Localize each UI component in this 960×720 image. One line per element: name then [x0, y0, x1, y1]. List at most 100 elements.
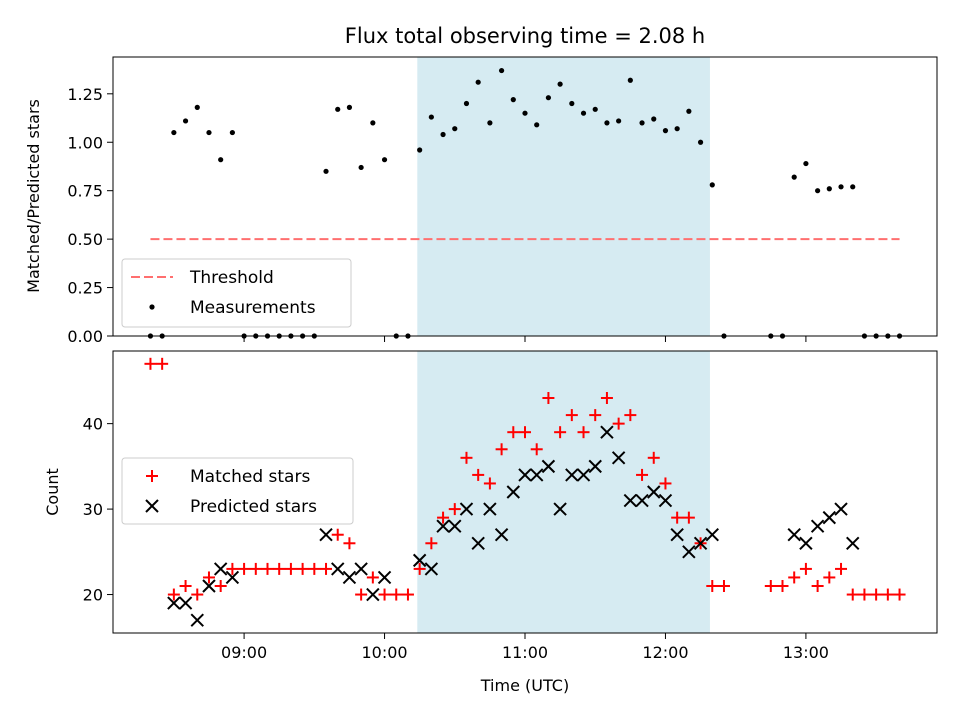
y-tick-label: 40 — [83, 415, 103, 434]
matched-star-point — [320, 562, 333, 575]
bottom-legend-predicted-swatch — [145, 499, 159, 513]
matched-star-point — [554, 426, 567, 439]
matched-star-point — [542, 392, 555, 404]
predicted-star-point — [331, 562, 345, 576]
matched-star-point — [284, 562, 297, 575]
matched-star-point — [624, 409, 637, 422]
predicted-star-point — [506, 485, 521, 499]
predicted-star-point — [541, 459, 556, 474]
measurement-point — [697, 139, 704, 145]
measurement-point — [206, 129, 212, 136]
predicted-star-point — [366, 587, 380, 602]
bottom-legend-box — [121, 457, 354, 525]
bottom-legend-matched-swatch — [146, 470, 158, 482]
y-tick-label: 1.00 — [67, 133, 103, 152]
measurement-point — [428, 114, 434, 120]
matched-star-point — [179, 580, 192, 592]
matched-star-point — [799, 562, 812, 575]
matched-star-point — [261, 562, 274, 575]
measurement-point — [475, 79, 481, 85]
matched-star-point — [788, 571, 801, 584]
matched-star-point — [413, 562, 426, 575]
x-tick-label: 10:00 — [361, 643, 407, 662]
predicted-star-point — [483, 502, 497, 516]
measurement-point — [674, 126, 680, 132]
matched-star-point — [191, 588, 204, 601]
matched-star-point — [682, 511, 695, 524]
measurement-point — [229, 129, 235, 136]
matched-star-point — [296, 562, 309, 575]
matched-star-point — [764, 580, 777, 592]
x-tick-label: 12:00 — [642, 643, 688, 662]
predicted-star-point — [377, 570, 392, 585]
matched-star-point — [483, 477, 496, 490]
measurement-point — [686, 108, 692, 114]
matched-star-point — [717, 580, 730, 592]
x-tick-label: 13:00 — [783, 643, 829, 662]
matched-star-point — [519, 426, 531, 439]
measurement-point — [838, 184, 844, 190]
matched-star-point — [202, 571, 215, 584]
matched-star-point — [612, 417, 625, 430]
measurement-point — [569, 100, 575, 107]
predicted-star-point — [167, 596, 181, 610]
y-tick-label: 0.75 — [67, 182, 103, 201]
matched-stars-points — [144, 357, 906, 601]
predicted-star-point — [354, 562, 368, 576]
measurement-point — [335, 106, 341, 112]
measurement-point — [592, 106, 598, 112]
predicted-star-point — [553, 502, 567, 516]
measurement-point — [791, 174, 797, 180]
y-tick-label: 0.50 — [67, 230, 103, 249]
matched-star-point — [577, 426, 590, 439]
top-legend-measurements-swatch — [149, 304, 155, 310]
predicted-star-point — [319, 528, 333, 542]
matched-star-point — [507, 426, 520, 439]
y-tick-label: 0.00 — [67, 327, 103, 346]
measurement-point — [545, 95, 552, 101]
measurement-point — [639, 120, 645, 126]
predicted-star-point — [518, 468, 532, 482]
predicted-star-point — [799, 536, 813, 550]
predicted-star-point — [611, 451, 626, 465]
matched-star-point — [846, 588, 859, 601]
predicted-star-point — [471, 536, 485, 550]
measurement-point — [651, 116, 657, 122]
bottom-legend: Matched stars Predicted stars — [121, 457, 354, 525]
predicted-star-point — [494, 528, 509, 542]
y-tick-label: 0.25 — [67, 279, 103, 298]
predicted-star-point — [693, 536, 708, 550]
top-panel: 0.00 0.25 0.50 0.75 1.00 1.25 Flux total obse… — [24, 24, 938, 346]
bottom-x-ticks: 09:00 10:00 11:00 12:00 13:00 — [221, 633, 829, 662]
matched-star-point — [401, 588, 414, 601]
measurement-point — [194, 104, 200, 110]
predicted-stars-points — [167, 425, 860, 627]
matched-star-point — [647, 451, 660, 464]
matched-star-point — [671, 511, 684, 524]
predicted-star-point — [635, 493, 649, 508]
predicted-star-point — [190, 613, 204, 627]
matched-star-point — [881, 588, 894, 601]
y-tick-label: 20 — [83, 586, 103, 605]
matched-star-point — [167, 588, 180, 601]
top-legend: Threshold Measurements — [121, 258, 352, 328]
predicted-star-point — [576, 468, 591, 482]
matched-star-point — [495, 443, 508, 456]
matched-star-point — [308, 562, 321, 575]
measurement-point — [803, 160, 809, 167]
matched-star-point — [273, 562, 286, 575]
bottom-panel: 20 30 40 09:00 10:00 11:00 12:00 13:00 Count T… — [43, 350, 938, 695]
matched-star-point — [144, 357, 157, 370]
matched-star-point — [835, 562, 848, 575]
matched-star-point — [425, 537, 438, 550]
bottom-legend-predicted-label: Predicted stars — [190, 497, 317, 517]
predicted-star-point — [202, 579, 216, 593]
predicted-star-point — [412, 553, 427, 568]
measurement-point — [627, 77, 633, 83]
measurement-point — [463, 100, 470, 107]
predicted-star-point — [682, 545, 696, 559]
measurement-point — [815, 188, 821, 194]
top-y-ticks: 0.00 0.25 0.50 0.75 1.00 1.25 — [67, 85, 113, 346]
top-plot-frame — [112, 56, 938, 337]
